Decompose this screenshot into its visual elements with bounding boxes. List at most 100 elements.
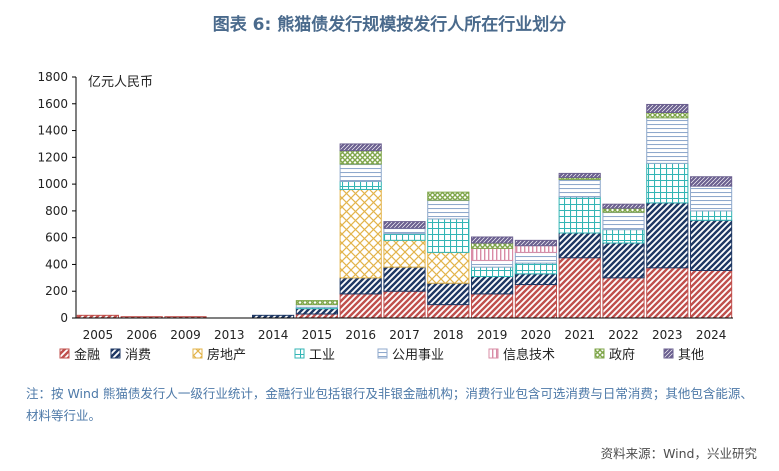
bar-segment-consumer-2022 <box>602 242 645 279</box>
bar-segment-utilities-2021 <box>558 178 601 198</box>
bar-segment-utilities-2022 <box>602 211 645 231</box>
bar-segment-finance-2024 <box>690 269 733 319</box>
x-tick-label: 2021 <box>564 328 595 342</box>
bar-segment-other-2023 <box>646 103 689 113</box>
bar-segment-utilities-2024 <box>690 185 733 212</box>
legend-label-finance: 金融 <box>74 347 100 363</box>
chart-title: 图表 6: 熊猫债发行规模按发行人所在行业划分 <box>212 15 567 35</box>
bar-segment-it-2019 <box>471 247 514 261</box>
bar-segment-utilities-2018 <box>427 199 470 220</box>
x-tick-label: 2013 <box>214 328 245 342</box>
bar-segment-consumer-2018 <box>427 282 470 306</box>
bar-segment-other-2016 <box>339 143 382 152</box>
bar-segment-other-2022 <box>602 203 645 209</box>
legend-swatch-realestate <box>192 348 203 359</box>
bar-segment-consumer-2023 <box>646 202 689 269</box>
bar-segment-industrial-2024 <box>690 210 733 221</box>
legend-swatch-government <box>594 348 605 359</box>
bar-segment-utilities-2020 <box>514 251 557 264</box>
x-tick-label: 2014 <box>258 328 289 342</box>
bar-segment-utilities-2023 <box>646 117 689 164</box>
bar-segment-industrial-2022 <box>602 229 645 244</box>
y-tick-label: 1000 <box>37 177 68 191</box>
bar-segment-utilities-2016 <box>339 163 382 182</box>
bar-segment-realestate-2016 <box>339 188 382 279</box>
x-tick-label: 2018 <box>433 328 464 342</box>
source-text: 资料来源：Wind，兴业研究 <box>600 446 757 461</box>
y-tick-label: 1800 <box>37 70 68 84</box>
bar-segment-industrial-2021 <box>558 196 601 234</box>
bar-segment-other-2021 <box>558 172 601 178</box>
x-tick-label: 2005 <box>83 328 114 342</box>
chart-note: 注：按 Wind 熊猫债发行人一级行业统计，金融行业包括银行及非银金融机构；消费… <box>26 386 753 423</box>
bar-segment-other-2017 <box>383 221 426 229</box>
bar-segment-other-2019 <box>471 236 514 244</box>
bar-segment-finance-2020 <box>514 284 557 319</box>
legend-label-it: 信息技术 <box>503 347 555 363</box>
bar-segment-utilities-2019 <box>471 259 514 268</box>
x-tick-label: 2019 <box>477 328 508 342</box>
x-tick-label: 2006 <box>126 328 157 342</box>
legend-swatch-utilities <box>377 348 388 359</box>
legend-label-utilities: 公用事业 <box>392 348 444 363</box>
bar-segment-industrial-2018 <box>427 218 470 253</box>
y-tick-label: 400 <box>45 257 68 271</box>
legend-swatch-finance <box>59 348 70 359</box>
x-tick-label: 2017 <box>389 328 420 342</box>
y-tick-label: 0 <box>60 311 68 325</box>
stacked-bar-chart: 0 200 400 600 800 1000 1200 1400 1600 1800 2005 200… <box>37 70 733 363</box>
y-tick-label: 600 <box>45 231 68 245</box>
bar-segment-industrial-2016 <box>339 180 382 190</box>
y-tick-label: 1200 <box>37 150 68 164</box>
legend-swatch-industrial <box>294 348 305 359</box>
bar-segment-utilities-2017 <box>383 227 426 235</box>
bar-segment-industrial-2017 <box>383 233 426 241</box>
bar-segment-finance-2018 <box>427 304 470 319</box>
bar-segment-realestate-2017 <box>383 239 426 268</box>
bar-segment-government-2016 <box>339 150 382 165</box>
x-tick-label: 2024 <box>696 328 727 342</box>
legend-swatch-it <box>488 348 499 359</box>
bar-segment-consumer-2017 <box>383 266 426 292</box>
bar-segment-finance-2016 <box>339 293 382 319</box>
bar-segment-government-2018 <box>427 191 470 201</box>
bar-segment-government-2022 <box>602 207 645 213</box>
bar-segment-industrial-2023 <box>646 162 689 204</box>
legend-label-government: 政府 <box>609 348 635 363</box>
x-tick-label: 2020 <box>521 328 552 342</box>
bar-segment-finance-2021 <box>558 257 601 319</box>
bar-segment-finance-2015 <box>295 313 338 319</box>
bar-segment-government-2019 <box>471 242 514 249</box>
y-tick-label: 1600 <box>37 97 68 111</box>
bar-segment-realestate-2018 <box>427 251 470 284</box>
legend-swatch-other <box>663 348 674 359</box>
legend-label-realestate: 房地产 <box>207 347 246 363</box>
x-tick-label: 2022 <box>608 328 639 342</box>
bar-segment-government-2015 <box>295 300 338 306</box>
y-tick-label: 800 <box>45 204 68 218</box>
bar-segment-government-2023 <box>646 111 689 119</box>
bar-segment-finance-2023 <box>646 267 689 319</box>
legend-label-industrial: 工业 <box>309 348 335 363</box>
legend-label-consumer: 消费 <box>125 348 151 363</box>
legend-swatch-consumer <box>110 348 121 359</box>
bar-segment-finance-2019 <box>471 293 514 319</box>
bar-segment-consumer-2020 <box>514 273 557 286</box>
bar-segment-finance-2017 <box>383 290 426 319</box>
bar-segment-finance-2022 <box>602 277 645 319</box>
legend-label-other: 其他 <box>678 348 704 363</box>
unit-label: 亿元人民币 <box>88 75 153 90</box>
bar-segment-consumer-2024 <box>690 219 733 271</box>
x-tick-label: 2016 <box>345 328 376 342</box>
bar-segment-other-2024 <box>690 176 733 187</box>
x-tick-label: 2023 <box>652 328 683 342</box>
bar-segment-consumer-2021 <box>558 232 601 259</box>
bar-segment-other-2020 <box>514 239 557 247</box>
bar-segment-it-2020 <box>514 245 557 253</box>
y-tick-label: 200 <box>45 284 68 298</box>
x-tick-label: 2009 <box>170 328 201 342</box>
x-tick-label: 2015 <box>302 328 333 342</box>
bar-segment-consumer-2016 <box>339 277 382 295</box>
bar-segment-industrial-2020 <box>514 262 557 275</box>
y-tick-label: 1400 <box>37 124 68 138</box>
